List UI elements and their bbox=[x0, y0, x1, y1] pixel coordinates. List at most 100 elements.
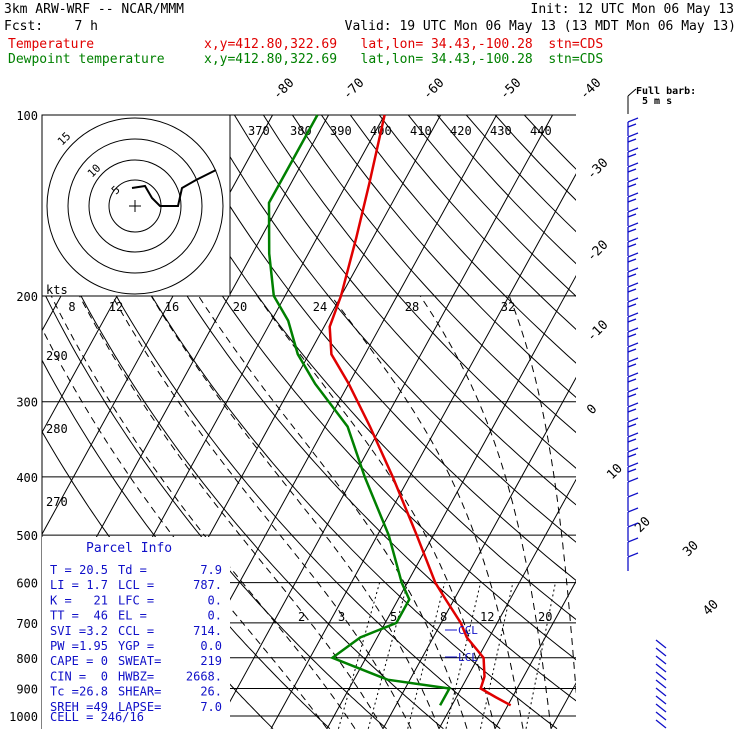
wind-barb-flag bbox=[627, 273, 637, 278]
parcel-info-value: SREH = bbox=[50, 700, 93, 714]
cell-motion: CELL = 246/16 bbox=[50, 710, 144, 724]
hodo-speed-label: 8 bbox=[68, 300, 75, 314]
isotherm-label: 40 bbox=[700, 597, 722, 619]
wind-barb-staff bbox=[655, 719, 667, 729]
forecast-hour: Fcst: 7 h bbox=[4, 19, 98, 34]
hodo-speed-label: 20 bbox=[233, 300, 247, 314]
hodograph-trace bbox=[131, 169, 217, 207]
parcel-info-value: 46 bbox=[94, 609, 108, 623]
theta-label: 430 bbox=[490, 124, 512, 138]
parcel-info-value: 714. bbox=[193, 624, 222, 638]
mixing-ratio-label: 2 bbox=[298, 610, 305, 624]
dry-adiabat bbox=[42, 287, 387, 729]
moist-adiabat bbox=[581, 296, 607, 729]
parcel-info-value: 26. bbox=[200, 685, 222, 699]
wind-barb-flag bbox=[627, 123, 637, 128]
barb-key-flag bbox=[627, 88, 637, 97]
parcel-info-value: 0 bbox=[101, 654, 108, 668]
wind-barb-flag bbox=[627, 252, 639, 258]
wind-barb-flag bbox=[627, 348, 637, 353]
isotherm-label: 30 bbox=[680, 538, 702, 560]
dry-adiabat bbox=[204, 115, 576, 543]
hodo-speed-label: 16 bbox=[165, 300, 179, 314]
wind-barb-flag bbox=[627, 393, 637, 398]
moist-adiabat bbox=[150, 295, 440, 729]
isotherm-label: 20 bbox=[632, 514, 654, 536]
theta-label: 270 bbox=[46, 495, 68, 509]
wind-barb-flag bbox=[627, 318, 637, 323]
parcel-info-value: 7.9 bbox=[200, 563, 222, 577]
dry-adiabat bbox=[320, 115, 576, 399]
wind-barb-flag bbox=[627, 333, 637, 338]
pressure-tick-label: 1000 bbox=[9, 710, 38, 724]
mixing-ratio-line bbox=[445, 582, 482, 729]
parcel-info-title: Parcel Info bbox=[86, 541, 172, 556]
moist-adiabat bbox=[508, 295, 576, 697]
theta-label: 420 bbox=[450, 124, 472, 138]
parcel-info-value: YGP = bbox=[118, 639, 154, 653]
dry-adiabat bbox=[118, 115, 576, 661]
wind-barb-flag bbox=[627, 408, 637, 413]
moist-adiabat bbox=[419, 295, 552, 729]
wind-barb-staff bbox=[655, 687, 667, 697]
dry-adiabat bbox=[262, 115, 576, 469]
parcel-info-value: Tc = bbox=[50, 685, 79, 699]
isotherm-label: -70 bbox=[340, 76, 367, 103]
wind-barb-flag bbox=[627, 237, 639, 243]
wind-barb-flag bbox=[627, 462, 639, 468]
wind-barb-flag bbox=[627, 372, 639, 378]
wind-barb-flag bbox=[627, 282, 639, 288]
isotherm-label: -50 bbox=[497, 76, 524, 103]
barb-key-line2: 5 m s bbox=[642, 96, 672, 107]
wind-barb-flag bbox=[627, 177, 639, 183]
isotherm-label: -40 bbox=[577, 76, 604, 103]
moist-adiabat bbox=[330, 295, 524, 729]
dewpoint-location: x,y=412.80,322.69 lat,lon= 34.43,-100.28… bbox=[204, 52, 604, 67]
pressure-tick-label: 600 bbox=[16, 577, 38, 591]
pressure-tick-label: 200 bbox=[16, 290, 38, 304]
wind-barb-flag bbox=[627, 552, 639, 558]
isotherm-line bbox=[326, 274, 576, 729]
wind-barb-flag bbox=[627, 258, 637, 263]
isotherm-line bbox=[214, 115, 553, 729]
wind-barb-staff bbox=[655, 679, 667, 689]
parcel-info-value: CIN = bbox=[50, 669, 86, 683]
parcel-info-value: SHEAR= bbox=[118, 685, 161, 699]
isotherm-line bbox=[494, 580, 576, 729]
ccl-label: CCL bbox=[458, 624, 478, 637]
dry-adiabat bbox=[233, 115, 576, 506]
wind-barb-flag bbox=[627, 387, 639, 393]
wind-barb-flag bbox=[627, 297, 639, 303]
mixing-ratio-label: 20 bbox=[538, 610, 552, 624]
hodo-ring-small bbox=[88, 159, 182, 253]
dewpoint-profile bbox=[267, 114, 452, 706]
parcel-info-value: 1.95 bbox=[79, 639, 108, 653]
temperature-location: x,y=412.80,322.69 lat,lon= 34.43,-100.28… bbox=[204, 37, 604, 52]
isotherm-label: -10 bbox=[584, 318, 611, 345]
wind-barb-flag bbox=[627, 492, 639, 498]
wind-barb-flag bbox=[627, 378, 637, 383]
parcel-info-value: K = bbox=[50, 593, 72, 607]
wind-barb-flag bbox=[627, 468, 637, 473]
wind-barb-flag bbox=[627, 438, 637, 443]
parcel-info-value: EL = bbox=[118, 609, 147, 623]
pressure-tick-label: 900 bbox=[16, 682, 38, 696]
isotherm-label: -30 bbox=[584, 156, 611, 183]
wind-barb-flag bbox=[627, 453, 637, 458]
wind-barb-staff bbox=[655, 647, 667, 657]
moist-adiabat bbox=[198, 295, 468, 729]
parcel-info-value: 21 bbox=[94, 593, 108, 607]
dry-adiabat bbox=[291, 115, 576, 434]
wind-barb-flag bbox=[627, 267, 639, 273]
wind-barb-flag bbox=[627, 117, 639, 123]
wind-barb-flag bbox=[627, 537, 639, 543]
parcel-info-value: PW = bbox=[50, 639, 79, 653]
wind-barb-staff bbox=[655, 655, 667, 665]
wind-barb-flag bbox=[627, 507, 639, 513]
wind-barb-flag bbox=[627, 138, 637, 143]
dry-adiabat bbox=[42, 141, 501, 729]
parcel-info-value: SWEAT= bbox=[118, 654, 161, 668]
wind-barb-flag bbox=[627, 423, 637, 428]
hodo-speed-label: 28 bbox=[405, 300, 419, 314]
theta-label: 410 bbox=[410, 124, 432, 138]
